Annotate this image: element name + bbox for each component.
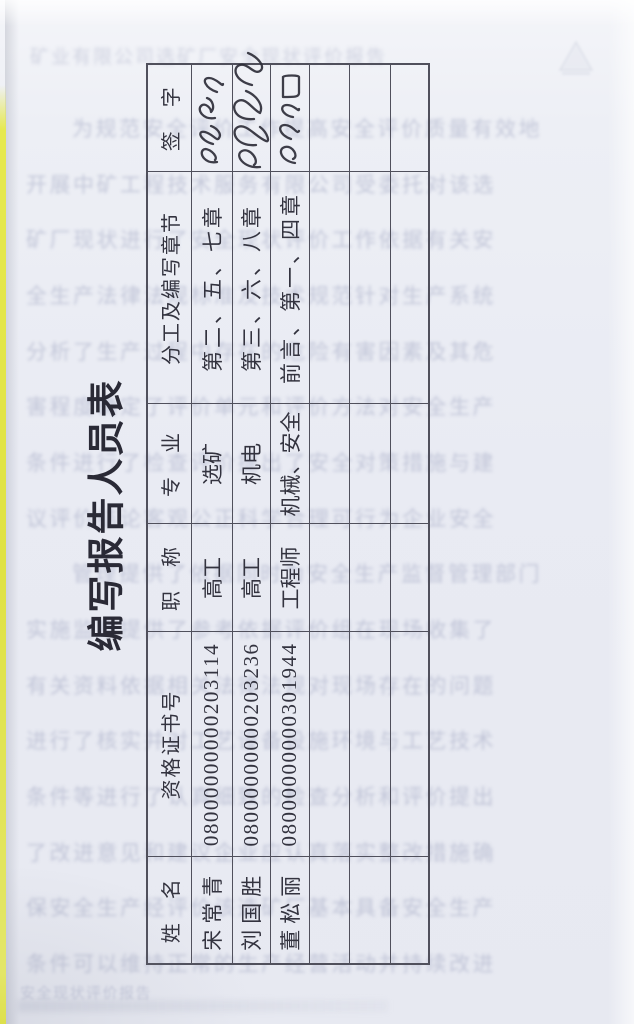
cell-empty: [390, 64, 429, 172]
cell-empty: [390, 172, 429, 404]
cell-chapters: 第二、五、七章: [191, 172, 232, 404]
cell-empty: [309, 172, 349, 404]
cell-cert-number: 08000000000203236: [232, 632, 270, 857]
cell-major: 机电: [232, 404, 270, 524]
cell-empty: [349, 404, 390, 524]
cell-empty: [349, 524, 390, 632]
emblem-watermark-icon: [558, 40, 594, 75]
cell-empty: [390, 632, 429, 857]
cell-name: 董松丽: [270, 857, 309, 964]
header-job-title: 职 称: [147, 524, 191, 632]
cell-job-title: 高工: [232, 524, 270, 632]
cell-empty: [349, 172, 390, 404]
rotated-table-assembly: 编写报告人员表 姓 名 资格证书号 职 称 专 业 分工及编写章节 签 字 宋常…: [59, 51, 430, 965]
cell-empty: [349, 857, 390, 964]
table-row: 宋常青 08000000000203114 高工 选矿 第二、五、七章: [191, 64, 232, 964]
table-row-empty: [309, 64, 349, 964]
personnel-table-wrap: 姓 名 资格证书号 职 称 专 业 分工及编写章节 签 字 宋常青 080000…: [146, 51, 430, 965]
cell-job-title: 工程师: [270, 524, 309, 632]
cell-empty: [309, 64, 349, 172]
personnel-table: 姓 名 资格证书号 职 称 专 业 分工及编写章节 签 字 宋常青 080000…: [146, 63, 430, 965]
cell-major: 选矿: [191, 404, 232, 524]
page-edge-strip: [0, 0, 6, 1024]
page-left-shadow: [5, 0, 19, 1024]
table-row-empty: [349, 64, 390, 964]
table-header-row: 姓 名 资格证书号 职 称 专 业 分工及编写章节 签 字: [147, 64, 191, 964]
cell-empty: [390, 524, 429, 632]
page-right-highlight: [608, 0, 634, 1024]
cell-signature: [270, 64, 309, 172]
cell-empty: [309, 404, 349, 524]
table-row: 刘国胜 08000000000203236 高工 机电 第三、六、八章: [232, 64, 270, 964]
page-title: 编写报告人员表: [86, 378, 128, 652]
cell-job-title: 高工: [191, 524, 232, 632]
table-row: 董松丽 08000000000301944 工程师 机械、安全 前言、第一、四章: [270, 64, 309, 964]
cell-cert-number: 08000000000203114: [191, 632, 232, 857]
bleedthrough-header-line: 矿业有限公司选矿厂安全现状评价报告: [30, 47, 388, 68]
cell-empty: [349, 64, 390, 172]
cell-empty: [390, 857, 429, 964]
cell-empty: [309, 632, 349, 857]
page-corner-shading: [0, 864, 260, 1024]
cell-empty: [349, 632, 390, 857]
cell-chapters: 前言、第一、四章: [270, 172, 309, 404]
page-top-highlight: [0, 0, 634, 26]
cell-signature: [191, 64, 232, 172]
cell-empty: [309, 857, 349, 964]
bleedthrough-footer: 安全现状评价报告: [20, 982, 152, 1003]
cell-chapters: 第三、六、八章: [232, 172, 270, 404]
header-chapters: 分工及编写章节: [147, 172, 191, 404]
cell-cert-number: 08000000000301944: [270, 632, 309, 857]
footer-smudge: [18, 1000, 388, 1012]
cell-signature: [232, 64, 270, 172]
header-signature: 签 字: [147, 64, 191, 172]
cell-empty: [390, 404, 429, 524]
cell-major: 机械、安全: [270, 404, 309, 524]
title-block: 编写报告人员表: [59, 65, 146, 965]
cell-empty: [309, 524, 349, 632]
header-major: 专 业: [147, 404, 191, 524]
header-cert-number: 资格证书号: [147, 632, 191, 857]
table-row-empty: [390, 64, 429, 964]
